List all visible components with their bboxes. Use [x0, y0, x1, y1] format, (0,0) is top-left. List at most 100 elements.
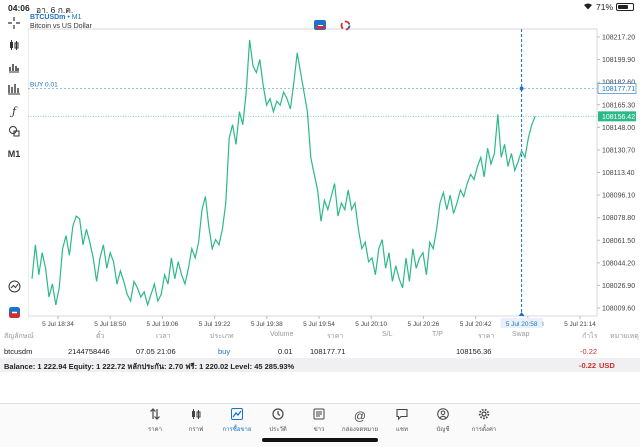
trade-ticket: 2144758446 — [68, 347, 110, 356]
home-indicator — [262, 438, 378, 442]
tab-mailbox[interactable]: @ กล่องจดหมาย — [340, 408, 380, 434]
current-price-tag — [598, 111, 636, 122]
y-tick-label: 108130.70 — [602, 147, 635, 154]
tab-news-label: ข่าว — [313, 427, 325, 433]
col-current-price: ราคา — [478, 333, 495, 340]
tab-quotes-label: ราคา — [148, 427, 162, 433]
tab-trade[interactable]: การซื้อขาย — [217, 408, 257, 434]
col-symbol: สัญลักษณ์ — [4, 333, 34, 340]
trade-volume: 0.01 — [278, 347, 293, 356]
tab-chat[interactable]: แชท — [382, 408, 422, 434]
timeframe-button[interactable]: M1 — [7, 149, 21, 159]
tab-accounts-label: บัญชี — [436, 427, 450, 433]
balance-summary: Balance: 1 222.94 Equity: 1 222.72 หลักป… — [4, 362, 295, 371]
one-click-trading-icon[interactable] — [6, 305, 22, 319]
y-tick-label: 108217.20 — [602, 35, 635, 42]
col-swap: Swap — [512, 331, 530, 338]
y-tick-label: 108165.30 — [602, 102, 635, 109]
tab-settings-label: การตั้งค่า — [471, 427, 497, 433]
crosshair-icon[interactable] — [6, 16, 22, 30]
col-time: เวลา — [156, 333, 171, 340]
tab-history-label: ประวัติ — [269, 427, 287, 433]
price-chart-svg[interactable]: 108217.20 108199.90 108182.60 108165.30 1081… — [28, 12, 640, 342]
y-tick-label: 108026.90 — [602, 283, 635, 290]
account-icon — [437, 408, 449, 424]
arrows-updown-icon — [149, 408, 161, 424]
x-tick-label: 5 Jul 19:22 — [199, 321, 231, 328]
tab-news[interactable]: ข่าว — [299, 408, 339, 434]
tab-accounts[interactable]: บัญชี — [423, 408, 463, 434]
cursor-point — [519, 86, 524, 91]
function-icon[interactable]: ƒ — [11, 104, 17, 118]
y-tick-label: 108199.90 — [602, 57, 635, 64]
tab-trade-label: การซื้อขาย — [222, 427, 252, 433]
col-profit: กำไร — [582, 333, 598, 340]
wifi-icon — [583, 2, 593, 12]
candlestick-icon[interactable] — [6, 38, 22, 52]
trade-price: 108177.71 — [310, 347, 346, 356]
trade-profit: -0.22 — [580, 347, 598, 356]
depth-of-market-icon[interactable] — [339, 20, 351, 30]
trade-time: 07.05 21:06 — [136, 347, 176, 356]
battery-percent: 71% — [595, 2, 613, 12]
tab-quotes[interactable]: ราคา — [135, 408, 175, 434]
cursor-time-tag — [500, 318, 543, 328]
col-sl: S/L — [382, 331, 393, 338]
x-tick-label: 5 Jul 20:42 — [460, 321, 492, 328]
candles-icon — [190, 408, 202, 424]
col-ticket: ตั๋ว — [96, 333, 105, 340]
table-row[interactable]: btcusdm 2144758446 07.05 21:06 buy 0.01 … — [0, 344, 640, 359]
total-profit: -0.22 — [579, 361, 597, 370]
x-tick-label: 5 Jul 20:26 — [407, 321, 439, 328]
buy-level-label: BUY 0.01 — [30, 82, 58, 89]
trades-header: สัญลักษณ์ ตั๋ว เวลา ประเภท Volume ราคา S… — [0, 328, 640, 342]
status-bar: 04:06 อา. 6 ก.ค. 71% — [0, 0, 640, 15]
currency-label: USD — [599, 361, 615, 370]
status-date: อา. 6 ก.ค. — [36, 5, 74, 15]
trade-chart-icon — [231, 408, 243, 424]
chart-timeframe: M1 — [71, 14, 82, 21]
chart-toolbar: ƒ M1 — [0, 14, 28, 334]
price-series-line — [31, 39, 536, 308]
y-tick-label: 108044.20 — [602, 260, 635, 267]
x-tick-label: 5 Jul 19:38 — [251, 321, 283, 328]
col-price: ราคา — [327, 333, 344, 340]
y-tick-label: 108061.50 — [602, 238, 635, 245]
objects-icon[interactable] — [6, 124, 22, 138]
account-balance-bar: Balance: 1 222.94 Equity: 1 222.72 หลักป… — [0, 358, 640, 372]
indicators-icon[interactable] — [6, 82, 22, 96]
trade-signals-icon[interactable] — [6, 279, 22, 293]
price-chart[interactable]: 108217.20 108199.90 108182.60 108165.30 1081… — [28, 12, 640, 342]
chart-title-separator: • — [65, 14, 72, 21]
col-tp: T/P — [432, 331, 443, 338]
buy-price-tag — [597, 83, 637, 94]
at-icon: @ — [353, 409, 367, 423]
trade-current-price: 108156.36 — [456, 347, 492, 356]
col-volume: Volume — [270, 331, 294, 338]
y-tick-label: 108113.40 — [602, 170, 635, 177]
plot-frame — [28, 28, 598, 317]
current-price-tag-label: 108156.42 — [602, 114, 635, 121]
tab-chat-label: แชท — [396, 427, 408, 433]
col-type: ประเภท — [210, 333, 234, 340]
x-tick-label: 5 Jul 21:14 — [564, 321, 596, 328]
battery-icon — [616, 3, 634, 11]
x-tick-label: 5 Jul 19:06 — [146, 321, 178, 328]
tab-chart[interactable]: กราฟ — [176, 408, 216, 434]
x-tick-label: 5 Jul 20:10 — [355, 321, 387, 328]
settings-icon — [478, 408, 490, 424]
trade-symbol: btcusdm — [4, 347, 33, 356]
chart-description: Bitcoin vs US Dollar — [30, 23, 92, 30]
history-icon — [272, 408, 284, 424]
tab-chart-label: กราฟ — [188, 427, 204, 433]
y-tick-label: 108009.60 — [602, 306, 635, 313]
sell-buy-panel-icon[interactable] — [314, 20, 326, 30]
tab-history[interactable]: ประวัติ — [258, 408, 298, 434]
tab-settings[interactable]: การตั้งค่า — [464, 408, 504, 434]
trade-type: buy — [218, 347, 231, 356]
news-icon — [313, 408, 325, 424]
bar-chart-icon[interactable] — [6, 60, 22, 74]
tab-mailbox-label: กล่องจดหมาย — [341, 427, 379, 433]
buy-price-tag-label: 108177.71 — [602, 86, 635, 93]
y-tick-label: 108078.80 — [602, 215, 635, 222]
